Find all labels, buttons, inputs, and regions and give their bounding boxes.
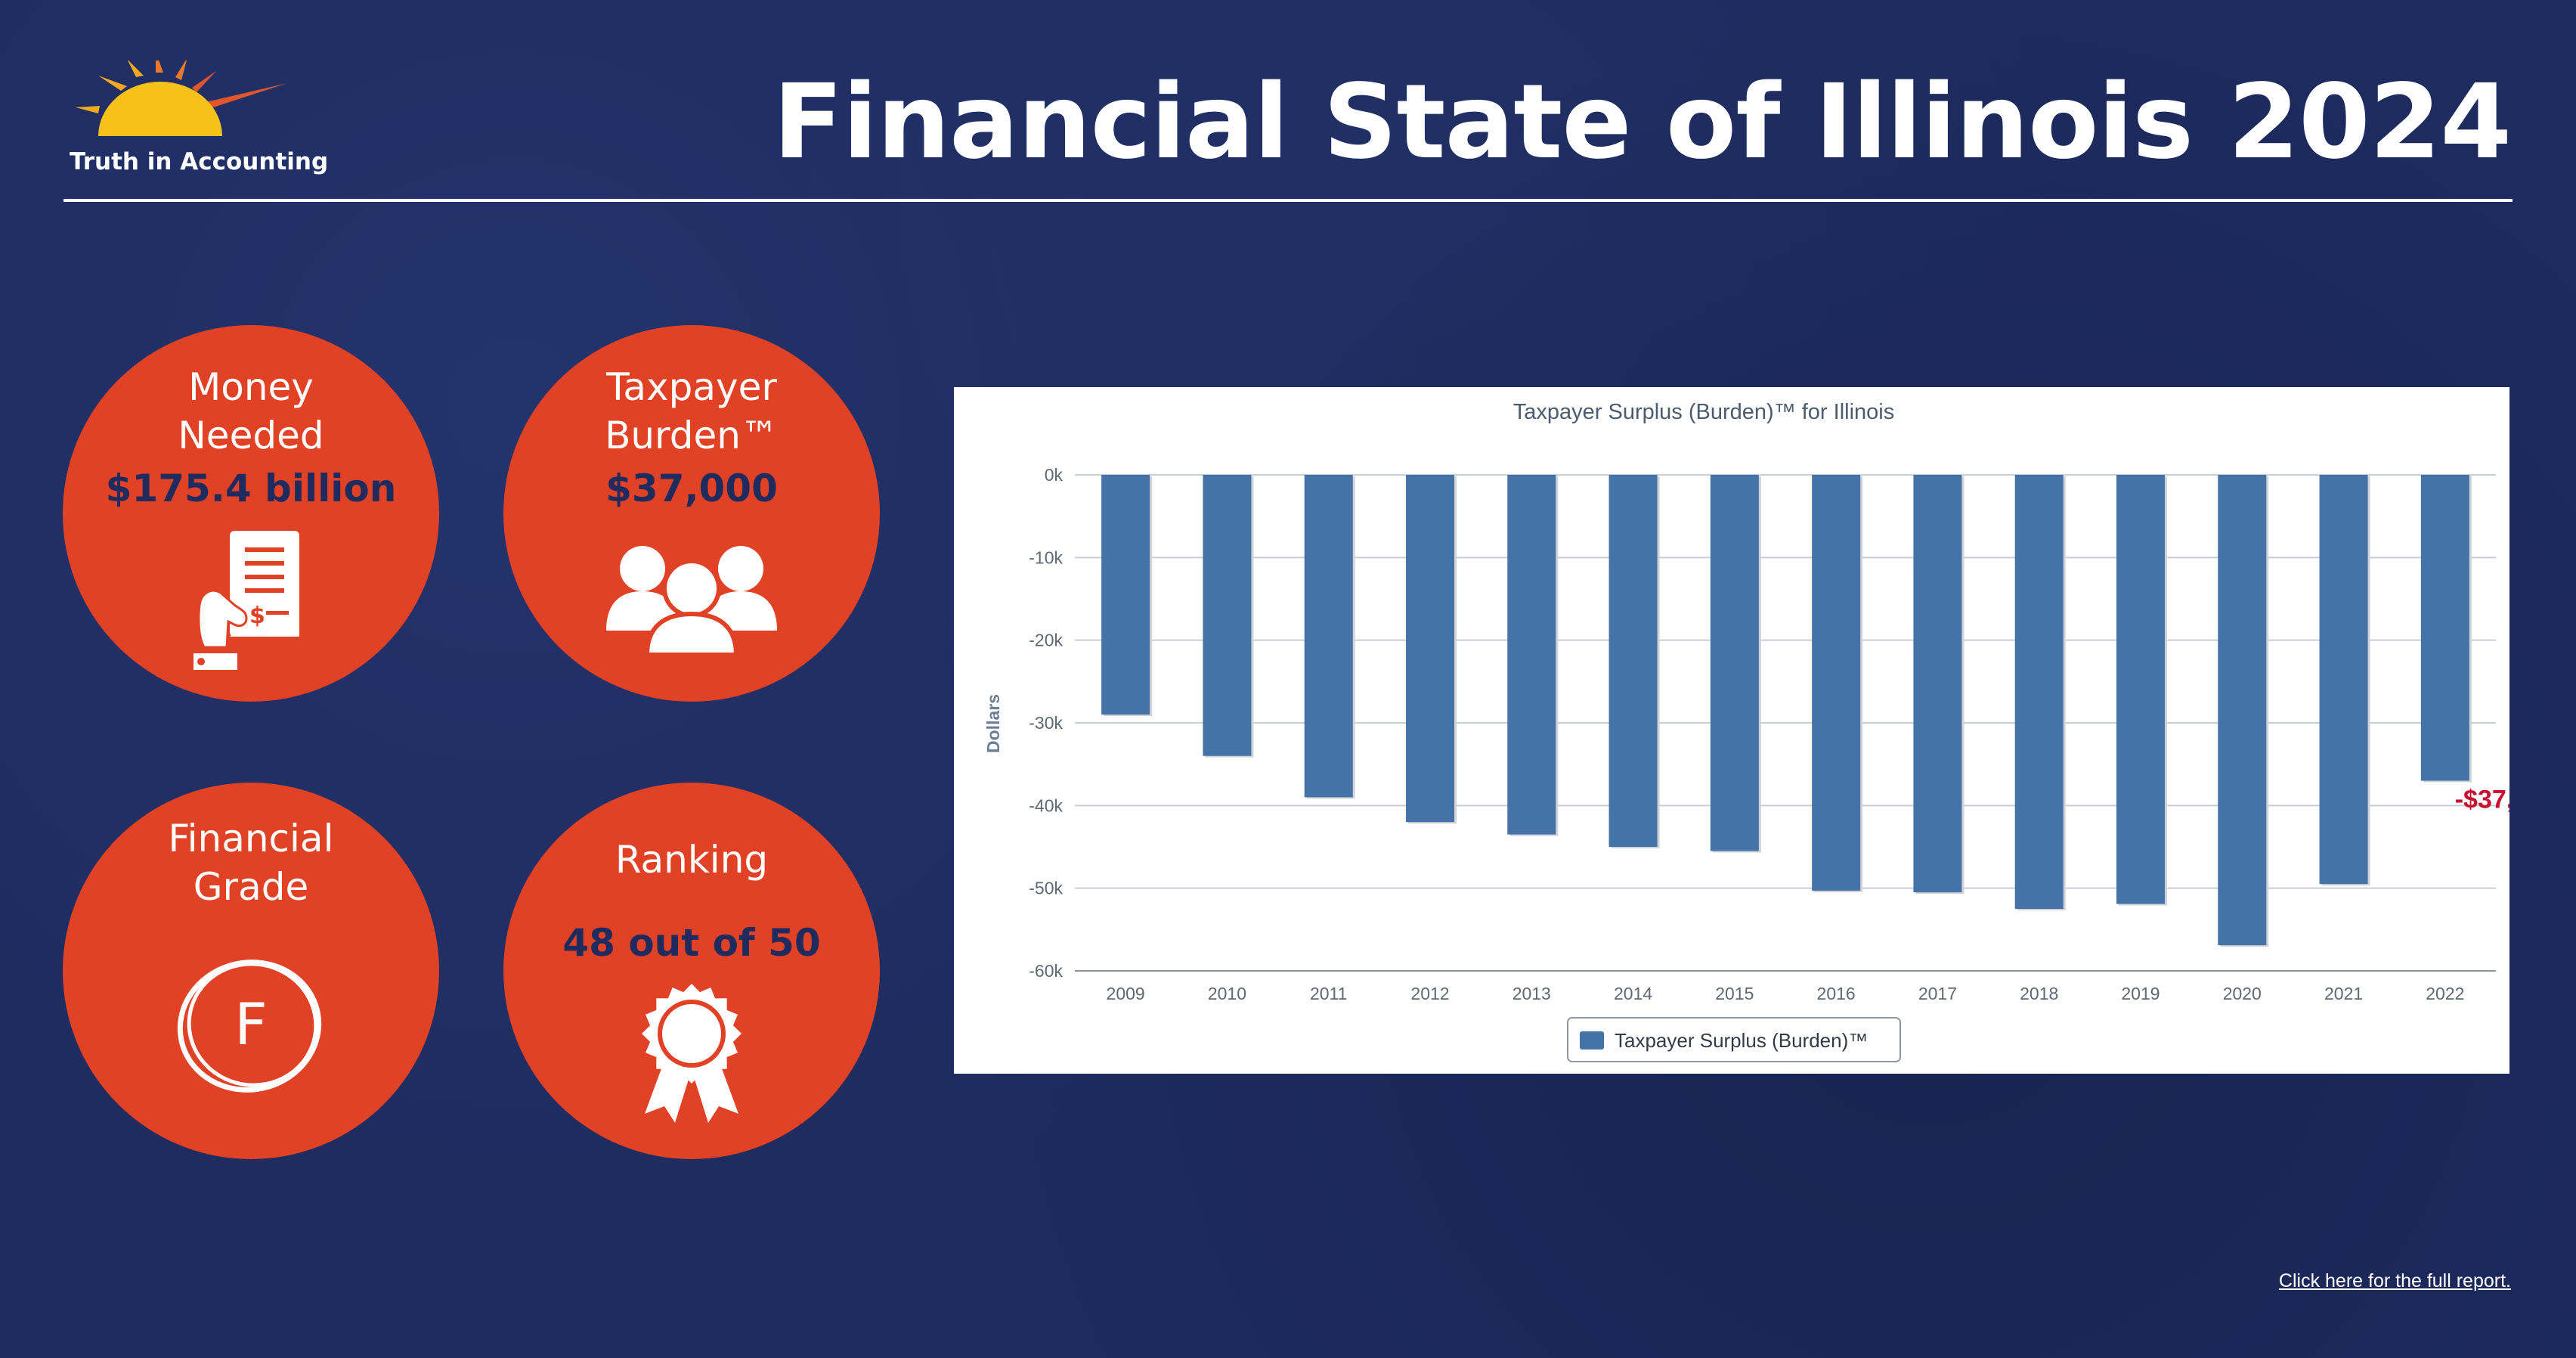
x-tick-label: 2013 [1512, 984, 1551, 1003]
x-tick-label: 2016 [1817, 984, 1856, 1003]
taxpayer-burden-label-line2: Burden™ [605, 414, 779, 457]
chart-x-tick-labels: 2009 2010 2011 2012 2013 2014 2015 2016 2017 2018… [1107, 984, 2465, 1003]
data-label-callout: -$37,000 [2455, 786, 2509, 814]
bar-2014[interactable] [1608, 475, 1658, 847]
taxpayer-burden-label-line1: Taxpayer [606, 365, 777, 409]
svg-text:$: $ [249, 603, 265, 629]
y-tick-label: -60k [1029, 961, 1063, 981]
chart-title: Taxpayer Surplus (Burden)™ for Illinois [1513, 400, 1894, 424]
y-tick-label: -10k [1029, 547, 1063, 567]
bar-2020[interactable] [2218, 475, 2267, 946]
award-ribbon-icon [642, 984, 742, 1123]
truth-in-accounting-logo: Truth in Accounting [60, 60, 328, 189]
ranking-label: Ranking [615, 838, 769, 882]
bar-2009[interactable] [1101, 475, 1150, 715]
ranking-circle: Ranking 48 out of 50 [503, 783, 880, 1159]
y-tick-label: -20k [1029, 631, 1063, 650]
sun-logo-icon [76, 60, 287, 136]
x-tick-label: 2009 [1107, 984, 1145, 1003]
chart-legend[interactable]: Taxpayer Surplus (Burden)™ [1567, 1017, 1901, 1062]
chart-bars [1101, 475, 2472, 947]
receipt-hand-icon: $ [194, 531, 299, 670]
y-tick-label: -40k [1029, 795, 1063, 815]
bar-2017[interactable] [1913, 475, 1962, 893]
x-tick-label: 2021 [2324, 984, 2363, 1003]
money-needed-circle: Money Needed $175.4 billion $ [63, 325, 439, 702]
bar-2016[interactable] [1812, 475, 1861, 891]
x-tick-label: 2019 [2121, 984, 2160, 1003]
taxpayer-burden-value: $37,000 [605, 467, 778, 510]
bar-2018[interactable] [2014, 475, 2064, 909]
financial-grade-label-line1: Financial [168, 817, 334, 860]
bar-2015[interactable] [1710, 475, 1759, 851]
y-tick-label: 0k [1045, 465, 1064, 485]
bar-2019[interactable] [2116, 475, 2165, 904]
x-tick-label: 2020 [2223, 984, 2262, 1003]
financial-grade-circle: Financial Grade F [63, 783, 439, 1159]
legend-label: Taxpayer Surplus (Burden)™ [1615, 1029, 1868, 1052]
financial-grade-label-line2: Grade [193, 865, 309, 909]
x-tick-label: 2022 [2426, 984, 2464, 1003]
taxpayer-burden-circle: Taxpayer Burden™ $37,000 [503, 325, 880, 702]
ranking-value: 48 out of 50 [562, 921, 821, 965]
x-tick-label: 2012 [1410, 984, 1449, 1003]
x-tick-label: 2014 [1614, 984, 1652, 1003]
x-tick-label: 2011 [1310, 984, 1347, 1003]
full-report-link[interactable]: Click here for the full report. [2278, 1270, 2511, 1291]
chart-svg: Taxpayer Surplus (Burden)™ for Illinois … [983, 400, 2509, 1062]
taxpayer-burden-chart: Taxpayer Surplus (Burden)™ for Illinois … [954, 387, 2509, 1074]
money-needed-label-line1: Money [188, 365, 314, 409]
bar-2012[interactable] [1406, 475, 1454, 823]
money-needed-label-line2: Needed [178, 414, 324, 457]
people-group-icon [606, 546, 777, 655]
chart-y-tick-labels: 0k -10k -20k -30k -40k -50k -60k [1029, 465, 1063, 981]
title-divider [63, 199, 2513, 202]
chart-y-axis-label: Dollars [983, 694, 1003, 753]
page-title: Financial State of Illinois 2024 [772, 63, 2512, 182]
x-tick-label: 2010 [1208, 984, 1246, 1003]
logo-text: Truth in Accounting [70, 148, 329, 175]
chart-annotations: -$37,000 [2455, 786, 2509, 814]
bar-2021[interactable] [2319, 475, 2368, 885]
bar-2022[interactable] [2420, 475, 2469, 781]
y-tick-label: -30k [1029, 713, 1063, 733]
x-tick-label: 2018 [2020, 984, 2058, 1003]
money-needed-value: $175.4 billion [105, 467, 397, 510]
x-tick-label: 2015 [1715, 984, 1754, 1003]
bar-2010[interactable] [1203, 475, 1252, 756]
bar-2011[interactable] [1304, 475, 1353, 798]
chart-gridlines [1075, 474, 2496, 972]
bar-2013[interactable] [1507, 475, 1556, 835]
circled-grade-icon: F [177, 960, 322, 1093]
legend-swatch [1580, 1031, 1604, 1050]
y-tick-label: -50k [1029, 879, 1063, 898]
grade-letter: F [234, 991, 268, 1058]
x-tick-label: 2017 [1918, 984, 1957, 1003]
